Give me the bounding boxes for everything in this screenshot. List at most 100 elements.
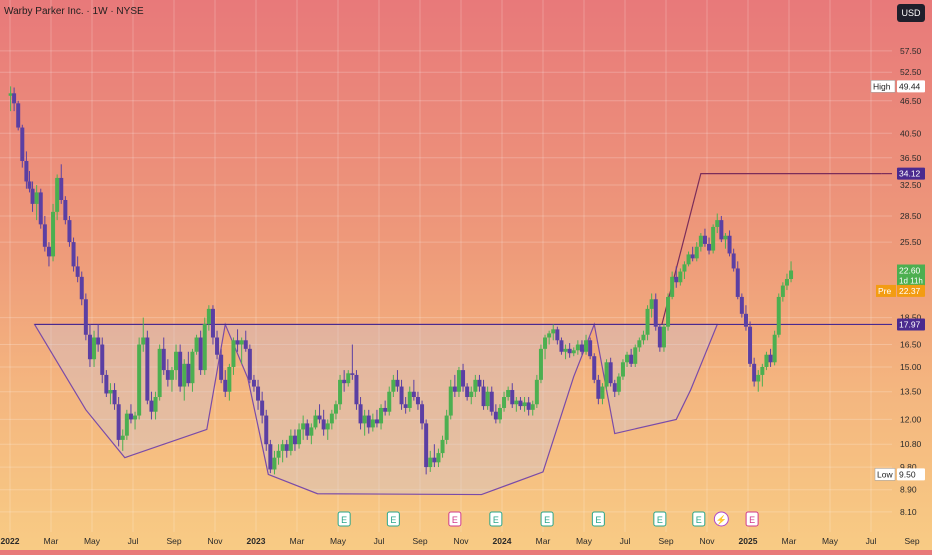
price-tick-label: 8.10 — [900, 507, 917, 517]
candle-body — [481, 386, 486, 407]
last-price-bg — [897, 264, 925, 287]
candle-body — [436, 453, 441, 463]
time-tick-label: 2022 — [1, 536, 20, 546]
candle-body — [506, 389, 511, 398]
time-tick-label: Nov — [207, 536, 223, 546]
candle-body — [321, 419, 326, 430]
earnings-event-icon[interactable]: E — [692, 511, 706, 527]
candle-body — [63, 199, 68, 221]
earnings-event-icon[interactable]: E — [591, 511, 605, 527]
candle-body — [100, 344, 105, 375]
candle-body — [760, 366, 765, 375]
candle-body — [145, 337, 150, 401]
candle-body — [620, 362, 625, 377]
candle-body — [260, 400, 265, 416]
candle-body — [616, 376, 621, 392]
candle-body — [612, 383, 617, 392]
candle-body — [403, 404, 408, 408]
candle-body — [534, 379, 539, 405]
earnings-event-icon[interactable]: E — [540, 511, 554, 527]
earnings-event-icon[interactable]: E — [745, 511, 759, 527]
candle-body — [30, 188, 35, 204]
candle-body — [165, 370, 170, 380]
candle-body — [780, 285, 785, 297]
candle-body — [563, 348, 568, 352]
time-tick-label: Mar — [782, 536, 797, 546]
candle-body — [16, 103, 21, 128]
svg-text:E: E — [696, 515, 702, 525]
candle-body — [120, 435, 125, 440]
countdown-value: 1d 11h — [899, 277, 923, 286]
candle-body — [698, 235, 703, 247]
earnings-event-icon[interactable]: E — [653, 511, 667, 527]
pre-label: Pre — [878, 286, 892, 296]
candle-body — [711, 226, 716, 251]
candle-body — [772, 334, 777, 363]
candle-body — [682, 264, 687, 272]
candle-body — [354, 374, 359, 405]
time-tick-label: Sep — [166, 536, 181, 546]
candle-body — [157, 348, 162, 398]
time-tick-label: Mar — [536, 536, 551, 546]
time-tick-label: Jul — [620, 536, 631, 546]
earnings-event-icon[interactable]: E — [448, 511, 462, 527]
candle-body — [104, 374, 109, 394]
candle-body — [514, 400, 519, 405]
candle-body — [231, 340, 236, 367]
svg-text:⚡: ⚡ — [716, 514, 727, 526]
candle-body — [543, 337, 548, 349]
candle-body — [210, 308, 215, 338]
time-tick-label: Mar — [44, 536, 59, 546]
candle-body — [579, 344, 584, 352]
candle-body — [280, 444, 285, 451]
candle-body — [723, 235, 728, 240]
candle-body — [186, 363, 191, 384]
candle-body — [752, 363, 757, 382]
candle-body — [387, 391, 392, 412]
candle-body — [637, 340, 642, 348]
candle-body — [215, 337, 220, 355]
candle-body — [112, 389, 117, 405]
time-tick-label: Jul — [128, 536, 139, 546]
low-label: Low — [877, 469, 893, 479]
candle-body — [383, 407, 388, 412]
candle-body — [251, 379, 256, 387]
candle-body — [350, 373, 355, 375]
time-tick-label: Jul — [374, 536, 385, 546]
candle-body — [59, 177, 64, 200]
candle-body — [555, 329, 560, 341]
time-tick-label: May — [84, 536, 101, 546]
low-label-bg — [874, 468, 896, 481]
candle-body — [633, 347, 638, 364]
split-event-icon[interactable]: ⚡ — [713, 511, 729, 527]
price-tick-label: 10.80 — [900, 439, 922, 449]
svg-text:E: E — [544, 515, 550, 525]
candle-body — [452, 386, 457, 392]
earnings-event-icon[interactable]: E — [489, 511, 503, 527]
candle-body — [301, 423, 306, 430]
candle-body — [776, 296, 781, 335]
candle-body — [137, 344, 142, 416]
candle-body — [235, 340, 240, 345]
candle-body — [649, 299, 654, 309]
candle-body — [440, 439, 445, 454]
earnings-event-icon[interactable]: E — [386, 511, 400, 527]
earnings-event-icon[interactable]: E — [337, 511, 351, 527]
candle-body — [276, 450, 281, 458]
last-price-value: 22.60 — [899, 266, 921, 276]
price-tick-label: 15.00 — [900, 362, 922, 372]
candle-body — [325, 423, 330, 430]
candle-body — [473, 379, 478, 392]
neckline-value: 17.97 — [899, 319, 921, 329]
candle-body — [768, 354, 773, 363]
candle-body — [124, 413, 129, 436]
candle-body — [329, 413, 334, 424]
currency-button[interactable]: USD — [897, 4, 925, 22]
candle-body — [338, 379, 343, 405]
candle-body — [735, 268, 740, 297]
svg-text:E: E — [493, 515, 499, 525]
time-tick-label: Sep — [658, 536, 673, 546]
candle-body — [272, 457, 277, 470]
